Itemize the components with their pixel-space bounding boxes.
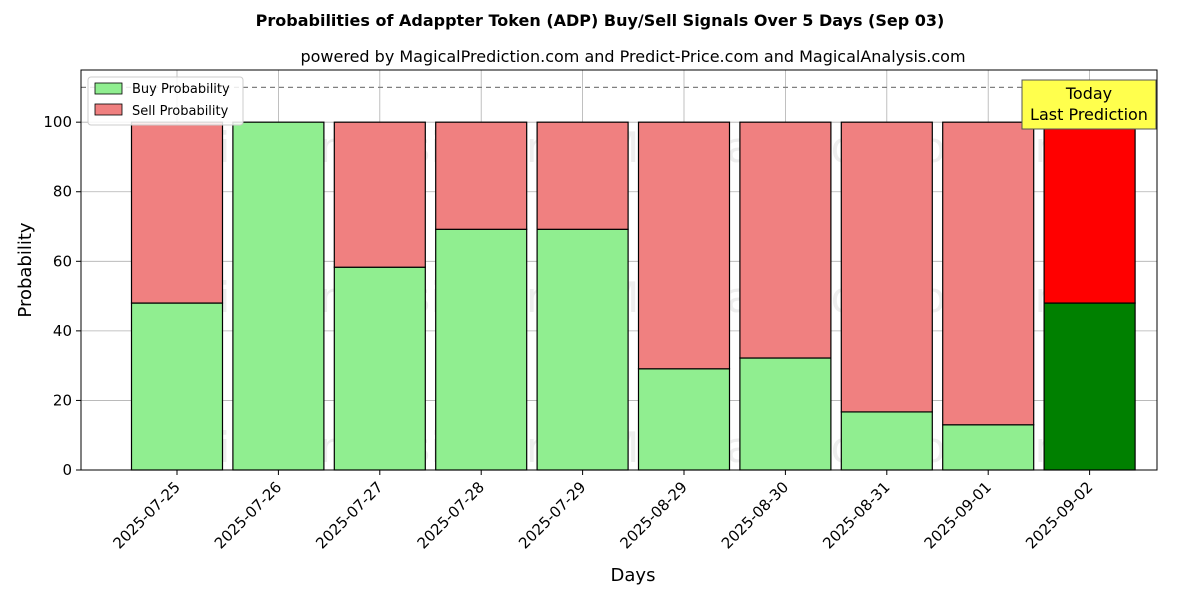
legend-buy-swatch [94,82,123,95]
today-annotation: Today Last Prediction [1021,79,1157,130]
bar-buy-2025-07-25 [130,302,224,471]
annotation-box [1021,79,1157,130]
bar-buy-2025-07-28 [435,228,528,471]
plot-frame [80,69,1158,471]
bar-sell-2025-08-29 [637,121,731,370]
bar-sell-2025-07-29 [536,121,629,230]
y-tick-label: 60 [53,252,72,270]
bar-sell-2025-07-25 [130,121,224,304]
legend: Buy Probability Sell Probability [87,76,244,126]
legend-frame [87,76,244,126]
bar-buy-2025-08-29 [637,368,731,471]
bar-sell-2025-09-01 [942,121,1035,426]
x-tick-label: 2025-08-30 [718,478,792,552]
x-tick-label: 2025-08-31 [819,478,893,552]
chart-subtitle: powered by MagicalPrediction.com and Pre… [300,47,965,66]
bars [130,121,1136,471]
legend-sell-swatch [94,103,123,116]
chart-title: Probabilities of Adappter Token (ADP) Bu… [256,11,945,30]
y-tick-label: 20 [53,391,72,409]
x-tick-label: 2025-07-28 [414,478,488,552]
bar-sell-2025-09-02 [1043,121,1136,304]
bar-buy-2025-07-26 [232,121,325,471]
y-tick-label: 100 [43,113,72,131]
bar-buy-2025-08-31 [840,411,933,471]
bar-sell-2025-08-30 [739,121,832,359]
x-tick-label: 2025-07-25 [109,478,183,552]
bar-buy-2025-09-01 [942,424,1035,471]
y-tick-label: 0 [62,461,72,479]
x-tick-label: 2025-09-01 [921,478,995,552]
bar-sell-2025-07-27 [333,121,426,268]
bar-sell-2025-08-31 [840,121,933,413]
x-tick-label: 2025-09-02 [1022,478,1096,552]
annotation-line-1: Today [1065,84,1112,103]
y-axis: 0 20 40 60 80 100 [43,113,81,479]
x-tick-label: 2025-07-27 [312,478,386,552]
annotation-line-2: Last Prediction [1030,105,1148,124]
bar-buy-2025-07-29 [536,228,629,471]
y-tick-label: 80 [53,183,72,201]
legend-sell-label: Sell Probability [132,104,229,119]
x-axis-label: Days [611,565,656,586]
x-tick-label: 2025-08-29 [616,478,690,552]
legend-buy-label: Buy Probability [132,82,230,97]
x-tick-label: 2025-07-26 [211,478,285,552]
bar-buy-2025-07-27 [333,266,426,471]
y-tick-label: 40 [53,322,72,340]
x-axis: 2025-07-25 2025-07-26 2025-07-27 2025-07-28… [109,470,1096,552]
x-tick-label: 2025-07-29 [515,478,589,552]
bar-buy-2025-08-30 [739,357,832,471]
bar-buy-2025-09-02 [1043,302,1136,471]
bar-sell-2025-07-28 [435,121,528,230]
y-axis-label: Probability [15,222,36,317]
